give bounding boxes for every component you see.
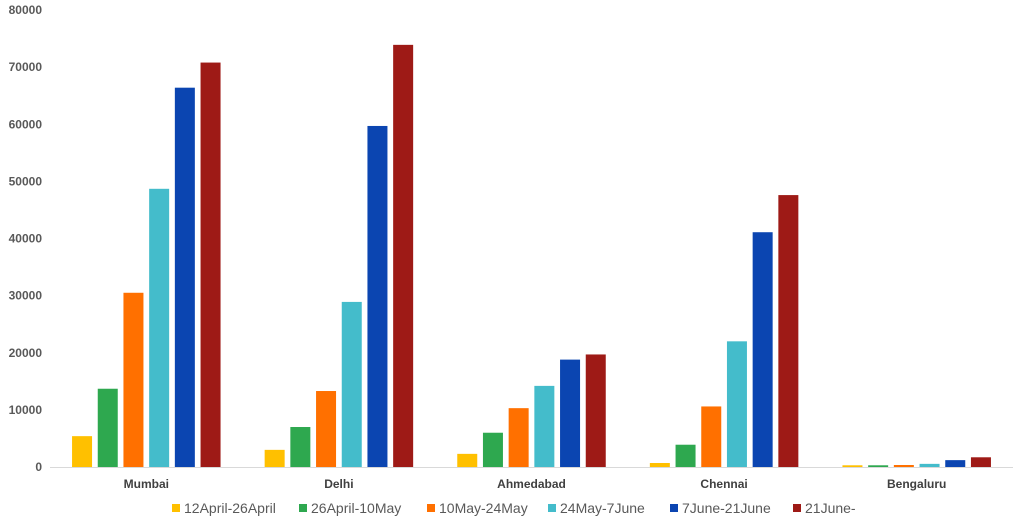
x-tick-label: Mumbai	[124, 477, 169, 491]
x-tick-label: Ahmedabad	[497, 477, 566, 491]
y-tick-label: 20000	[9, 346, 43, 360]
bar-delhi-0	[264, 449, 285, 467]
bar-ahmedabad-1	[482, 432, 503, 467]
bar-mumbai-4	[174, 87, 195, 467]
y-tick-label: 70000	[9, 60, 43, 74]
bar-ahmedabad-5	[585, 354, 606, 467]
legend-swatch	[172, 504, 180, 512]
legend-label: 12April-26April	[184, 500, 276, 516]
bar-mumbai-1	[97, 388, 118, 467]
legend-item: 12April-26April	[172, 500, 276, 516]
legend-label: 24May-7June	[560, 500, 645, 516]
bar-ahmedabad-2	[508, 408, 529, 467]
y-tick-label: 80000	[9, 3, 43, 17]
y-axis: 0 10000 20000 30000 40000 50000 60000 70000 8000…	[9, 3, 43, 474]
bar-bengaluru-5	[970, 457, 991, 467]
bar-chennai-2	[701, 406, 722, 467]
bar-mumbai-5	[200, 62, 221, 468]
legend-swatch	[299, 504, 307, 512]
bar-ahmedabad-0	[457, 453, 478, 467]
bar-mumbai-0	[72, 436, 93, 467]
legend-label: 10May-24May	[439, 500, 528, 516]
legend-item: 7June-21June	[670, 500, 771, 516]
y-tick-label: 10000	[9, 403, 43, 417]
legend-item: 10May-24May	[427, 500, 528, 516]
bar-bengaluru-2	[893, 465, 914, 467]
legend-label: 7June-21June	[682, 500, 771, 516]
bar-bengaluru-3	[919, 463, 940, 467]
x-tick-label: Bengaluru	[887, 477, 946, 491]
bar-bengaluru-4	[945, 460, 966, 467]
bar-delhi-3	[341, 301, 362, 467]
bar-chennai-3	[726, 341, 747, 467]
legend-label: 26April-10May	[311, 500, 401, 516]
bar-delhi-4	[367, 125, 388, 468]
y-tick-label: 60000	[9, 117, 43, 131]
y-tick-label: 40000	[9, 232, 43, 246]
bar-ahmedabad-4	[560, 359, 581, 467]
bar-mumbai-2	[123, 292, 144, 467]
bar-bengaluru-1	[868, 465, 889, 467]
y-tick-label: 30000	[9, 289, 43, 303]
y-tick-label: 0	[35, 460, 42, 474]
bar-delhi-1	[290, 427, 311, 467]
legend-swatch	[793, 504, 801, 512]
legend-swatch	[548, 504, 556, 512]
bar-ahmedabad-3	[534, 385, 555, 467]
x-axis: Mumbai Delhi Ahmedabad Chennai Bengaluru	[124, 477, 947, 491]
bar-mumbai-3	[149, 188, 170, 468]
legend-item: 24May-7June	[548, 500, 645, 516]
legend-item: 26April-10May	[299, 500, 401, 516]
legend: 12April-26April 26April-10May 10May-24May 2…	[172, 500, 856, 516]
bars	[72, 44, 991, 468]
bar-chennai-5	[778, 195, 799, 467]
bar-chennai-1	[675, 444, 696, 467]
x-tick-label: Chennai	[700, 477, 747, 491]
bar-chennai-0	[649, 463, 670, 467]
bar-delhi-5	[393, 44, 414, 467]
legend-swatch	[670, 504, 678, 512]
bar-bengaluru-0	[842, 465, 863, 467]
bar-delhi-2	[316, 391, 337, 467]
legend-item: 21June-	[793, 500, 856, 516]
legend-swatch	[427, 504, 435, 512]
y-tick-label: 50000	[9, 174, 43, 188]
legend-label: 21June-	[805, 500, 856, 516]
x-tick-label: Delhi	[324, 477, 353, 491]
bar-chennai-4	[752, 232, 773, 467]
